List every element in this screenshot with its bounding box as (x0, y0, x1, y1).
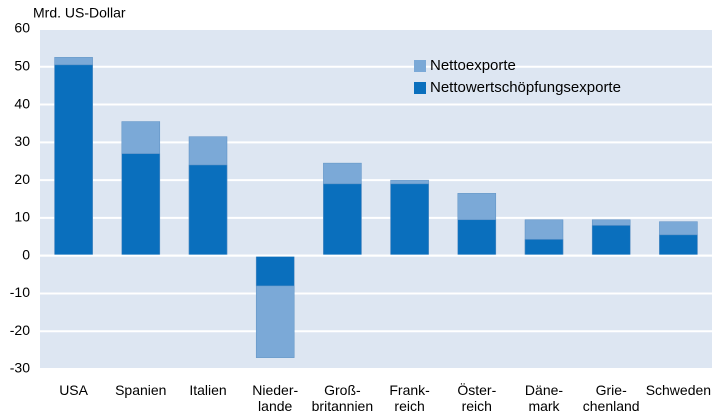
x-tick-label: Nieder- lande (252, 382, 299, 412)
bar (457, 219, 497, 256)
x-tick-label: USA (59, 382, 88, 398)
x-tick-label: Groß- britannien (311, 382, 374, 412)
bar (255, 255, 295, 287)
y-tick-label: 10 (14, 209, 30, 225)
legend-label: Nettowertschöpfungsexporte (430, 79, 621, 96)
x-tick-label: Däne- mark (524, 382, 564, 412)
legend-swatch (414, 60, 426, 72)
y-tick-label: 30 (14, 133, 30, 149)
y-tick-label: -10 (10, 284, 30, 300)
y-tick-label: 40 (14, 95, 30, 111)
y-tick-label: 60 (14, 20, 30, 36)
x-tick-label: Spanien (115, 382, 167, 398)
bar (121, 153, 161, 256)
bar (390, 183, 429, 256)
bar (524, 239, 564, 256)
y-axis-label: Mrd. US-Dollar (33, 5, 126, 21)
y-tick-label: 0 (22, 246, 30, 262)
y-tick-label: -20 (10, 322, 30, 338)
x-tick-label: Schweden (645, 382, 712, 398)
x-tick-label: Öster- reich (457, 382, 497, 412)
bar (323, 183, 362, 256)
y-tick-label: -30 (10, 360, 30, 376)
bar (54, 64, 93, 256)
x-tick-label: Italien (189, 382, 227, 398)
bar (591, 225, 631, 256)
y-tick-label: 50 (14, 57, 30, 73)
bar (659, 234, 698, 256)
x-tick-label: Grie- chenland (582, 382, 640, 412)
x-tick-label: Frank- reich (389, 382, 430, 412)
legend-label: Nettoexporte (430, 57, 516, 74)
y-tick-label: 20 (14, 171, 30, 187)
legend-swatch (414, 82, 426, 94)
bar (188, 164, 228, 256)
